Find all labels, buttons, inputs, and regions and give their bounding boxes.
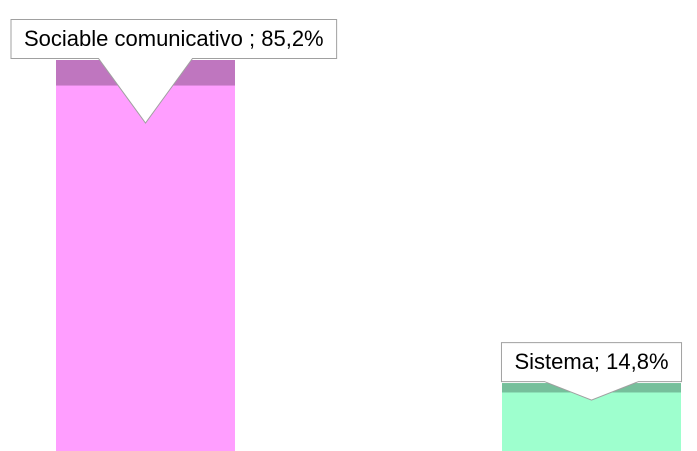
callout-box [10, 19, 338, 124]
data-label-callout: Sistema; 14,8% [500, 342, 683, 401]
callout-box [500, 342, 683, 401]
bar [56, 60, 235, 451]
bar-group [56, 60, 235, 451]
data-label-callout: Sociable comunicativo ; 85,2% [10, 19, 338, 124]
data-label: Sociable comunicativo ; 85,2% [24, 26, 324, 51]
data-label: Sistema; 14,8% [514, 349, 668, 374]
